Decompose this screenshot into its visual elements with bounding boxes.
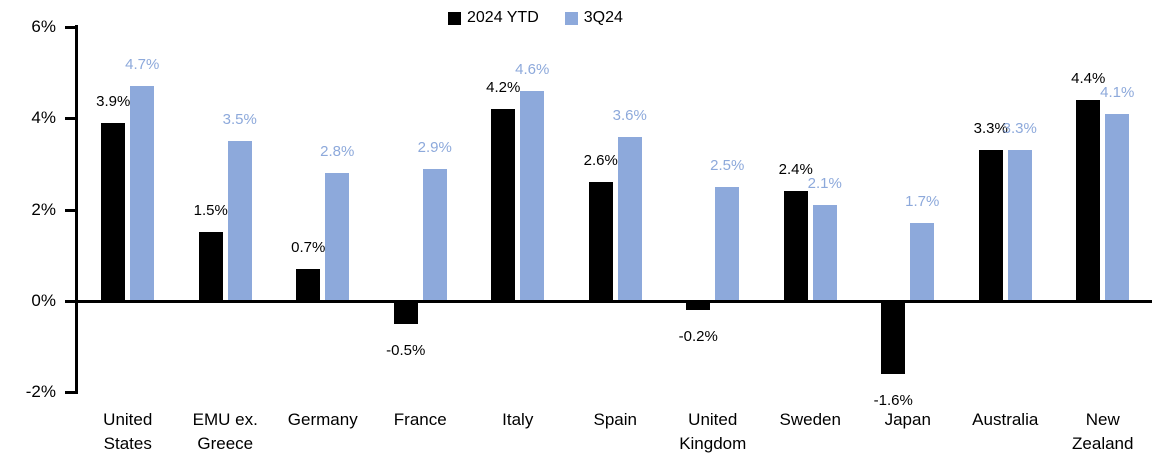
- bar: [783, 191, 808, 301]
- legend-swatch-3q24-icon: [564, 11, 578, 25]
- bar-value-label: 2.9%: [417, 138, 452, 156]
- bar: [910, 223, 935, 301]
- bar-value-label: 2.5%: [710, 156, 745, 174]
- bar-value-label: 3.3%: [1002, 120, 1037, 138]
- bar: [881, 301, 906, 375]
- bar: [198, 232, 223, 301]
- category-label: EMU ex. Greece: [192, 410, 258, 453]
- legend-label-2024-ytd: 2024 YTD: [467, 9, 539, 26]
- bar-value-label: 2.1%: [807, 175, 842, 193]
- bar: [978, 150, 1003, 301]
- bar-value-label: -1.6%: [873, 392, 913, 410]
- category-label: France: [393, 410, 447, 429]
- y-tick-label: 0%: [31, 291, 56, 310]
- x-axis-baseline: [75, 300, 1152, 303]
- bar: [1007, 150, 1032, 301]
- category-label: Spain: [593, 410, 637, 429]
- legend-item-2024-ytd: 2024 YTD: [448, 9, 539, 27]
- bar: [325, 173, 350, 301]
- bar-value-label: -0.2%: [678, 328, 718, 346]
- bar: [617, 136, 642, 301]
- bar-value-label: 4.2%: [486, 79, 521, 97]
- legend-swatch-2024-ytd-icon: [448, 11, 461, 25]
- y-tick: [65, 300, 76, 303]
- bar: [422, 168, 447, 301]
- bar-value-label: 0.7%: [291, 239, 326, 257]
- y-tick: [65, 117, 76, 121]
- bar: [491, 109, 516, 301]
- chart-legend: 2024 YTD 3Q24: [448, 8, 623, 28]
- bar-value-label: 2.6%: [583, 152, 618, 170]
- y-tick-label: -2%: [25, 382, 56, 402]
- y-tick-label: 6%: [31, 16, 56, 36]
- bar-value-label: 2.4%: [778, 161, 813, 179]
- y-tick: [65, 208, 76, 212]
- bar: [227, 141, 252, 301]
- category-label: Italy: [502, 410, 534, 429]
- category-label: New Zealand: [1072, 410, 1134, 453]
- bar: [715, 186, 740, 301]
- y-tick: [65, 391, 76, 395]
- bar-value-label: 4.7%: [125, 56, 160, 74]
- bar-value-label: 1.7%: [905, 193, 940, 211]
- bar-value-label: 3.3%: [973, 120, 1008, 138]
- bar: [588, 182, 613, 301]
- bar: [812, 205, 837, 301]
- bar-value-label: 4.4%: [1071, 70, 1106, 88]
- bar-value-label: 3.6%: [612, 106, 647, 124]
- bar: [1105, 113, 1130, 301]
- category-label: United Kingdom: [679, 410, 747, 453]
- bar-value-label: 2.8%: [320, 143, 355, 161]
- bar: [686, 301, 711, 311]
- category-label: Sweden: [779, 410, 841, 429]
- bar-value-label: 4.1%: [1100, 83, 1135, 101]
- y-tick-label: 2%: [31, 199, 56, 219]
- bar-value-label: 3.5%: [222, 111, 257, 129]
- category-label: Australia: [972, 410, 1039, 429]
- legend-label-3q24: 3Q24: [583, 9, 623, 26]
- bar-value-label: -0.5%: [386, 341, 426, 359]
- bar: [296, 269, 321, 301]
- bar-value-label: 4.6%: [515, 60, 550, 78]
- bar: [130, 86, 155, 301]
- category-label: United States: [103, 410, 153, 453]
- y-axis-line: [75, 25, 78, 394]
- bar: [1076, 100, 1101, 301]
- bar-value-label: 1.5%: [193, 202, 228, 220]
- category-label: Japan: [884, 410, 931, 429]
- category-label: Germany: [287, 410, 358, 429]
- bar: [101, 122, 126, 301]
- legend-item-3q24: 3Q24: [564, 9, 623, 27]
- y-tick: [65, 25, 76, 29]
- bar: [393, 301, 418, 324]
- y-tick-label: 4%: [31, 108, 56, 128]
- bar: [520, 90, 545, 301]
- bar-value-label: 3.9%: [96, 92, 131, 110]
